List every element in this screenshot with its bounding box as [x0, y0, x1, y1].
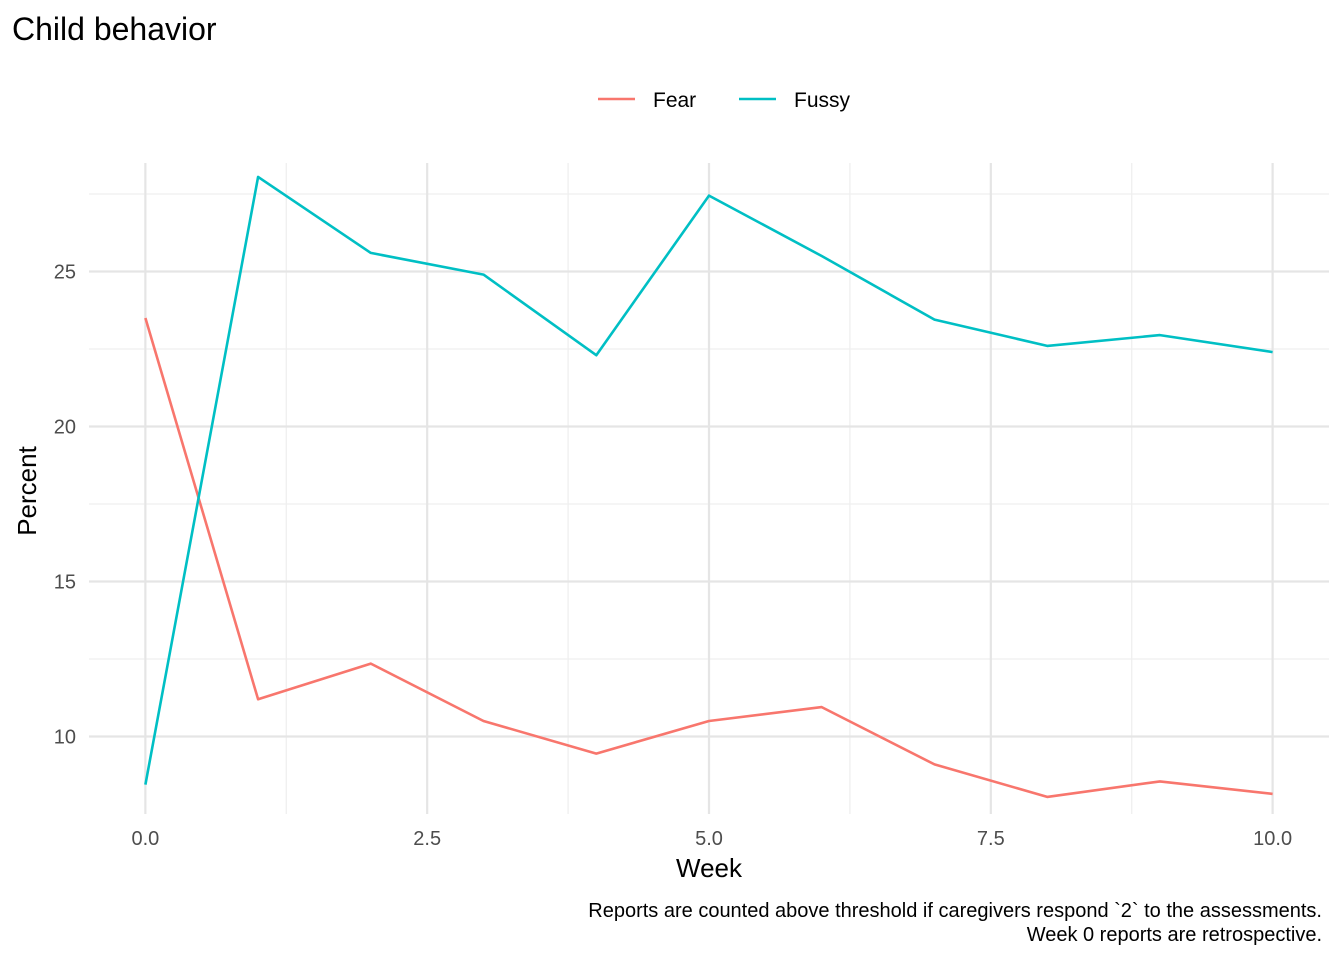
chart-title: Child behavior [12, 11, 217, 47]
y-tick-label: 15 [54, 572, 76, 594]
legend: Fear Fussy [598, 89, 851, 112]
x-axis-title: Week [676, 853, 743, 883]
x-tick-label: 0.0 [131, 828, 159, 850]
legend-label-fussy: Fussy [794, 89, 851, 112]
x-tick-labels: 0.0 2.5 5.0 7.5 10.0 [131, 828, 1292, 850]
caption-line-1: Reports are counted above threshold if c… [588, 900, 1322, 922]
series-line-fussy [144, 175, 1273, 785]
grid [89, 163, 1329, 814]
y-axis-title: Percent [12, 445, 42, 535]
y-tick-labels: 10 15 20 25 [54, 262, 76, 749]
x-tick-label: 5.0 [695, 828, 723, 850]
legend-label-fear: Fear [653, 89, 696, 112]
x-tick-label: 7.5 [977, 828, 1005, 850]
y-tick-label: 20 [54, 417, 76, 439]
y-tick-label: 25 [54, 262, 76, 284]
caption-line-2: Week 0 reports are retrospective. [1027, 924, 1322, 946]
series-lines [144, 175, 1273, 799]
x-tick-label: 10.0 [1253, 828, 1292, 850]
series-line-fear [144, 317, 1273, 799]
x-tick-label: 2.5 [413, 828, 441, 850]
y-tick-label: 10 [54, 727, 76, 749]
